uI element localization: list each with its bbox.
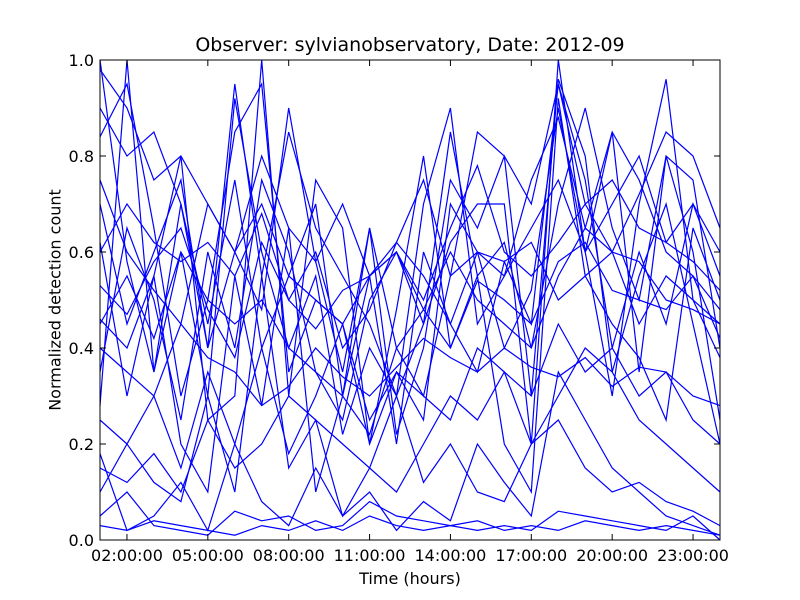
series-line-15: [99, 515, 721, 536]
series-line-3: [99, 79, 721, 447]
series-line-13: [99, 83, 721, 435]
y-tick-label: 0.8: [69, 147, 94, 166]
x-axis-label: Time (hours): [359, 569, 461, 588]
plot-frame: [99, 59, 721, 541]
series-line-2: [99, 83, 721, 494]
x-tick-label: 08:00:00: [253, 546, 325, 565]
x-tick-label: 14:00:00: [415, 546, 487, 565]
chart-title: Observer: sylvianobservatory, Date: 2012…: [195, 34, 625, 56]
x-tick-label: 17:00:00: [495, 546, 567, 565]
y-tick-label: 0.0: [69, 531, 94, 550]
x-tick-label: 20:00:00: [576, 546, 648, 565]
series-line-4: [99, 370, 721, 536]
y-tick-label: 0.2: [69, 435, 94, 454]
series-line-8: [99, 275, 721, 527]
axis-ticks: 02:00:00 05:00:00 08:00:00 11:00:00 14:00:00…: [69, 51, 729, 565]
series-line-20: [99, 69, 721, 325]
series-line-19: [99, 227, 721, 436]
series-line-6: [99, 59, 721, 495]
series-line-17: [99, 347, 721, 494]
series-line-5: [99, 491, 721, 541]
x-tick-label: 23:00:00: [657, 546, 729, 565]
x-tick-label: 02:00:00: [91, 546, 163, 565]
series-line-9: [99, 107, 721, 422]
series-line-14: [99, 322, 721, 470]
series-lines: [99, 59, 721, 541]
x-tick-label: 05:00:00: [172, 546, 244, 565]
series-line-10: [99, 83, 721, 397]
y-tick-label: 0.4: [69, 339, 94, 358]
x-tick-label: 11:00:00: [334, 546, 406, 565]
y-tick-label: 0.6: [69, 243, 94, 262]
y-axis-label: Normalized detection count: [45, 189, 65, 411]
series-line-16: [99, 202, 721, 350]
series-line-11: [99, 226, 721, 360]
y-tick-label: 1.0: [69, 51, 94, 70]
series-line-12: [99, 322, 721, 407]
series-line-18: [99, 107, 721, 326]
